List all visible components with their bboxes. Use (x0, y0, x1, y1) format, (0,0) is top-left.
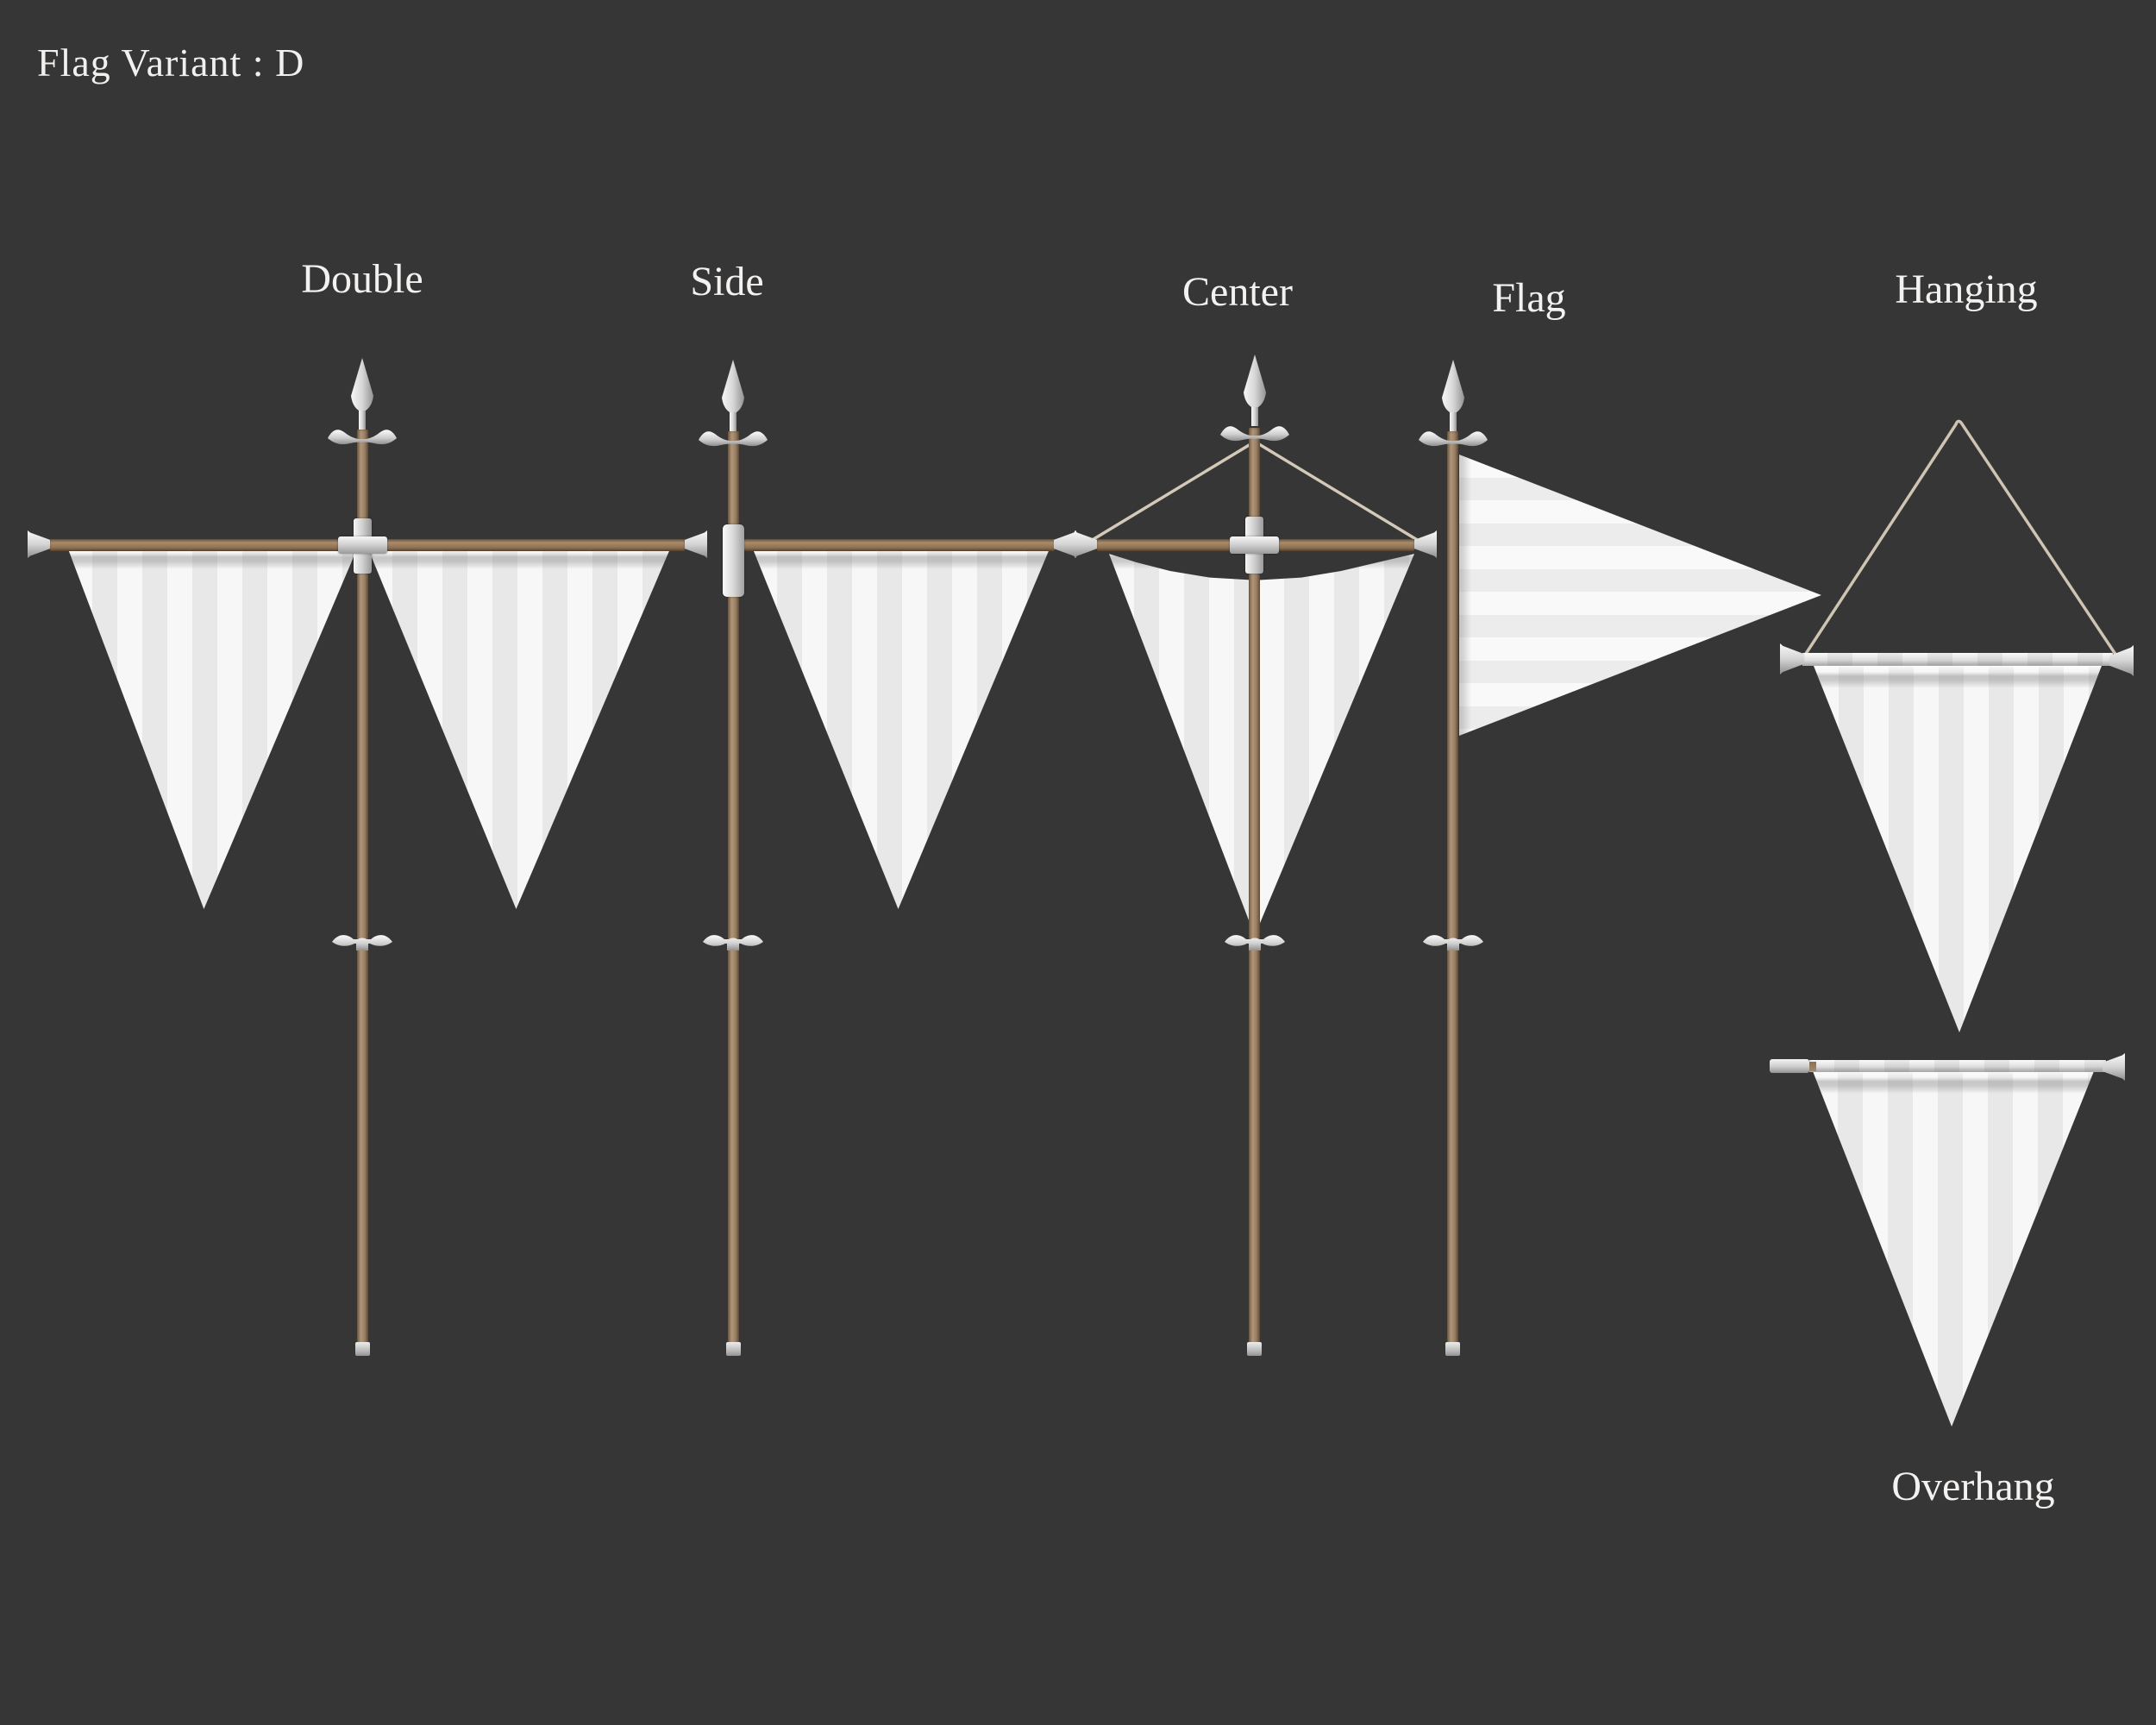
variant-label-center: Center (1182, 269, 1293, 315)
wall-rod-icon (1770, 1059, 1809, 1073)
pole-ring-icon (1225, 935, 1285, 950)
flag-pole (357, 430, 368, 1347)
finial-cap-icon (28, 530, 50, 558)
flag-pole (728, 431, 739, 1347)
finial-cap-icon (1054, 530, 1076, 558)
hanging-rope (1801, 419, 2122, 662)
pennant (1814, 666, 2102, 1032)
spearhead-icon (1419, 360, 1488, 447)
finial-cap-icon (2103, 1053, 2125, 1081)
variant-label-overhang: Overhang (1891, 1464, 2055, 1509)
pole-ring-icon (332, 935, 392, 950)
pole-ring-icon (703, 935, 763, 950)
pole-base-cap-icon (726, 1342, 741, 1356)
variant-label-flag: Flag (1492, 275, 1566, 321)
rod-joint (1808, 1062, 1816, 1071)
pole-sleeve-icon (723, 524, 744, 597)
pennant-right (367, 547, 671, 909)
pennant (752, 547, 1050, 909)
flag-pole (1447, 431, 1458, 1347)
page-title: Flag Variant : D (37, 41, 305, 85)
pennant-drooped (1109, 554, 1414, 936)
pole-ring-icon (1423, 935, 1483, 950)
pennant-left (67, 547, 358, 909)
cross-fitting-icon (1230, 536, 1279, 554)
spearhead-icon (699, 360, 768, 447)
variant-label-hanging: Hanging (1895, 267, 2038, 312)
spearhead-icon (1220, 354, 1289, 442)
variant-label-double: Double (301, 256, 423, 302)
pole-base-cap-icon (1247, 1342, 1262, 1356)
crossbar (739, 539, 1055, 551)
cross-fitting-icon (338, 536, 387, 554)
overhang-bar (1809, 1060, 2106, 1072)
pole-base-cap-icon (1445, 1342, 1460, 1356)
flag-pole (1249, 428, 1260, 1347)
pole-base-cap-icon (355, 1342, 370, 1356)
spearhead-icon (328, 358, 397, 445)
hanging-bar (1802, 653, 2113, 666)
triangular-flag (1459, 455, 1821, 736)
rigging-rope (1086, 440, 1424, 545)
finial-cap-icon (685, 530, 707, 558)
variant-label-side: Side (690, 259, 764, 304)
pennant (1813, 1071, 2094, 1427)
